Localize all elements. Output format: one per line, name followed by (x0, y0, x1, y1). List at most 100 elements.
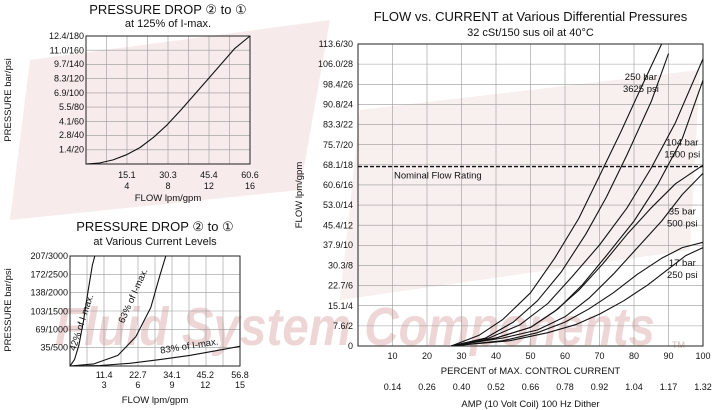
y-tick-label: 0 (348, 341, 353, 351)
x2-tick-label: 1.04 (625, 382, 643, 392)
curve-annotation: 3625 psi (623, 84, 659, 95)
x-axis-label: PERCENT of MAX. CONTROL CURRENT (441, 366, 621, 377)
x-tick-label: 45.2 (197, 370, 215, 380)
chart-subtitle: 32 cSt/150 sus oil at 40°C (467, 27, 594, 39)
plot-frame (85, 35, 251, 165)
series-line-5 (451, 164, 704, 347)
x-tick-sublabel: 3 (102, 380, 107, 390)
curve-annotation: 250 bar (625, 72, 657, 83)
grid-lines (358, 44, 703, 346)
x-tick-label: 56.8 (231, 370, 249, 380)
chart-title: PRESSURE DROP ② to ① (76, 219, 233, 234)
y-tick-label: 106.0/28 (318, 59, 353, 69)
x-tick-label: 60 (560, 351, 570, 361)
x2-tick-label: 0.92 (591, 382, 609, 392)
chart-c: Nominal Flow Rating FLOW vs. CURRENT at V… (294, 9, 712, 410)
x-tick-label: 50 (525, 351, 535, 361)
x-tick-sublabel: 6 (135, 380, 140, 390)
series-group (69, 255, 241, 367)
series-line-3 (69, 345, 241, 367)
x-tick-sublabel: 9 (170, 380, 175, 390)
x-tick-label: 90 (663, 351, 673, 361)
series-line-1 (85, 35, 251, 165)
x-tick-sublabel: 4 (124, 181, 129, 191)
x-tick-label: 60.6 (241, 170, 259, 180)
x-axis-label: FLOW lpm/gpm (135, 193, 202, 204)
y-axis-label: PRESSURE bar/psi (3, 58, 14, 141)
series-group (85, 35, 251, 165)
grid-lines (86, 36, 250, 164)
y-tick-label: 12.4/180 (49, 31, 84, 41)
series-line-4 (451, 80, 704, 347)
y-tick-label: 2.8/40 (59, 130, 84, 140)
y-tick-label: 15.1/4 (328, 301, 353, 311)
series-line-1 (69, 255, 96, 367)
x2-tick-label: 0.52 (487, 382, 505, 392)
x2-tick-label: 0.78 (556, 382, 574, 392)
x-tick-label: 20 (422, 351, 432, 361)
y-tick-label: 138/2000 (30, 288, 68, 298)
curve-annotation: 500 psi (667, 218, 698, 229)
y-tick-label: 172/2500 (30, 270, 68, 280)
y-axis-label: FLOW lpm/gpm (294, 162, 305, 229)
y-tick-label: 68.1/18 (323, 160, 353, 170)
y-tick-label: 11.0/160 (50, 45, 84, 55)
curve-annotation: 35 bar (669, 206, 696, 217)
x-tick-label: 30 (456, 351, 466, 361)
x-tick-sublabel: 12 (200, 380, 210, 390)
chart-title: PRESSURE DROP ② to ① (89, 2, 246, 17)
y-tick-label: 45.4/12 (323, 220, 353, 230)
y-tick-label: 4.1/60 (59, 117, 84, 127)
x-tick-label: 100 (695, 351, 710, 361)
x-tick-label: 10 (387, 351, 397, 361)
y-tick-label: 60.6/16 (323, 180, 353, 190)
x2-tick-label: 1.32 (694, 382, 712, 392)
curve-annotation: 250 psi (667, 270, 698, 281)
x-tick-sublabel: 15 (235, 380, 245, 390)
x-tick-label: 22.7 (129, 370, 147, 380)
x2-tick-label: 0.26 (418, 382, 436, 392)
watermark-tm: TM (672, 340, 685, 350)
x-tick-label: 70 (594, 351, 604, 361)
curve-annotation: 17 bar (669, 258, 696, 269)
curve-label: 42% of I-max. (68, 293, 97, 352)
y-tick-label: 30.3/8 (328, 260, 353, 270)
plot-frame (357, 43, 704, 347)
y-tick-label: 9.7/140 (54, 59, 84, 69)
plot-frame (69, 255, 241, 367)
y-tick-label: 69/1000 (35, 324, 68, 334)
y-tick-label: 7.6/2 (333, 321, 353, 331)
y-tick-label: 103/1500 (30, 306, 68, 316)
y-axis-label: PRESSURE bar/psi (3, 268, 14, 351)
chart-subtitle: at 125% of I-max. (125, 18, 211, 30)
series-line-2 (69, 255, 167, 367)
x-tick-sublabel: 12 (204, 181, 214, 191)
grid-lines (70, 256, 240, 366)
x-tick-label: 80 (629, 351, 639, 361)
y-tick-label: 22.7/6 (328, 281, 353, 291)
y-tick-label: 207/3000 (30, 251, 68, 261)
nominal-flow-label: Nominal Flow Rating (394, 171, 482, 182)
y-tick-label: 8.3/120 (54, 73, 84, 83)
curve-annotation: 1500 psi (664, 149, 700, 160)
x-tick-sublabel: 16 (245, 181, 255, 191)
series-group (450, 43, 704, 347)
x2-tick-label: 0.14 (384, 382, 402, 392)
series-line-1 (450, 43, 663, 347)
y-tick-label: 75.7/20 (323, 140, 353, 150)
x2-tick-label: 1.17 (660, 382, 678, 392)
curve-annotation: 104 bar (666, 137, 698, 148)
curve-label: 83% of I-max. (160, 337, 220, 357)
x-tick-label: 45.4 (200, 170, 218, 180)
chart-subtitle: at Various Current Levels (93, 236, 217, 248)
y-tick-label: 37.9/10 (323, 240, 353, 250)
x-tick-label: 15.1 (118, 170, 136, 180)
series-line-2 (450, 53, 670, 347)
series-line-6 (451, 172, 704, 347)
x-tick-label: 30.3 (159, 170, 177, 180)
series-line-7 (451, 241, 704, 347)
y-tick-label: 98.4/26 (323, 79, 353, 89)
chart-b: PRESSURE DROP ② to ① at Various Current L… (3, 219, 249, 406)
x-tick-sublabel: 8 (165, 181, 170, 191)
